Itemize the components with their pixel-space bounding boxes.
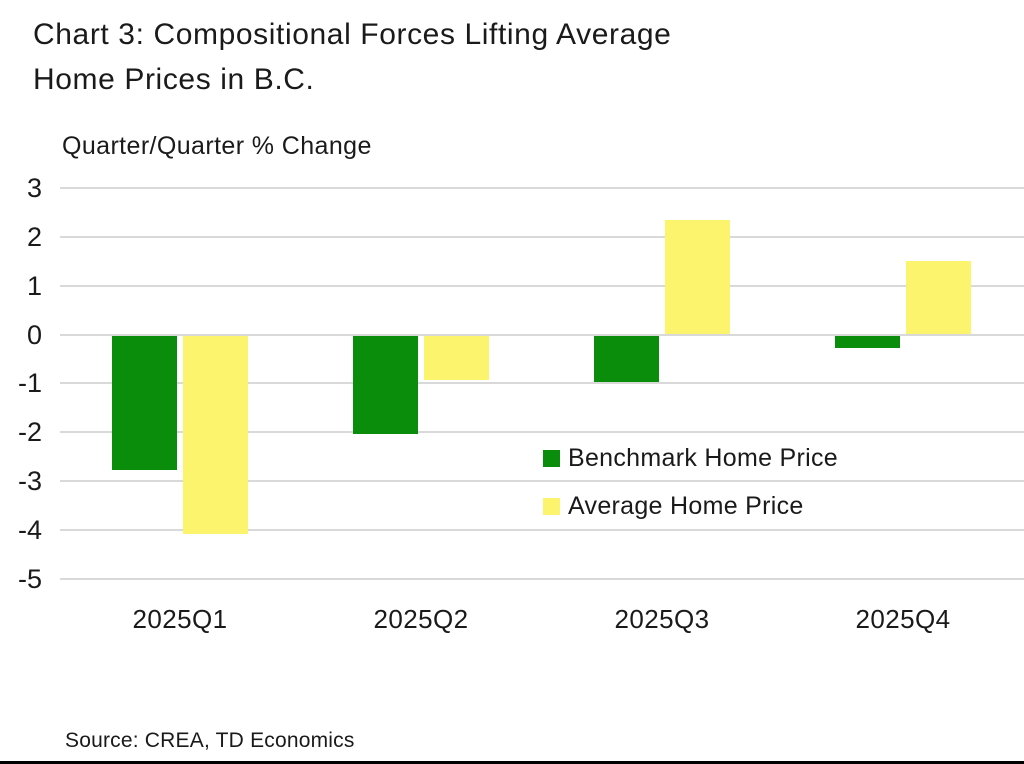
y-tick-label-2: 2 [26, 221, 42, 252]
gridline-y-3 [60, 479, 1024, 482]
source-note: Source: CREA, TD Economics [65, 729, 355, 752]
legend-label: Benchmark Home Price [568, 443, 838, 472]
y-tick-label--2: -2 [17, 417, 42, 448]
gridline-y-2 [60, 431, 1024, 434]
y-tick-label--3: -3 [17, 465, 42, 496]
x-tick-label-2025Q4: 2025Q4 [855, 604, 951, 634]
legend-label: Average Home Price [568, 491, 804, 520]
bottom-border [0, 761, 1024, 764]
bar-2025Q2-benchmark [353, 336, 418, 434]
y-axis-title: Quarter/Quarter % Change [62, 132, 372, 160]
x-tick-label-2025Q1: 2025Q1 [132, 604, 228, 634]
x-tick-label-2025Q3: 2025Q3 [614, 604, 710, 634]
gridline-y-5 [60, 577, 1024, 580]
gridline-y3 [60, 187, 1024, 190]
legend-swatch-icon [543, 449, 560, 467]
y-tick-label--5: -5 [17, 563, 42, 594]
bar-2025Q3-average [665, 219, 730, 335]
y-tick-label-0: 0 [26, 319, 42, 350]
legend-item-benchmark: Benchmark Home Price [543, 443, 838, 473]
chart-title-line1: Chart 3: Compositional Forces Lifting Av… [33, 18, 672, 51]
y-tick-label--1: -1 [17, 368, 42, 399]
bar-2025Q4-benchmark [835, 336, 900, 349]
bar-2025Q4-average [906, 261, 971, 335]
gridline-y-4 [60, 528, 1024, 531]
gridline-y1 [60, 284, 1024, 287]
chart-legend: Benchmark Home Price Average Home Price [543, 443, 838, 539]
bar-2025Q3-benchmark [594, 336, 659, 383]
y-tick-label-1: 1 [26, 270, 42, 301]
y-tick-label-3: 3 [26, 173, 42, 204]
chart-title-line2: Home Prices in B.C. [33, 63, 315, 96]
legend-swatch-icon [543, 497, 560, 515]
gridline-y0 [60, 333, 1024, 336]
chart-title: Chart 3: Compositional Forces Lifting Av… [33, 12, 671, 102]
x-tick-label-2025Q2: 2025Q2 [373, 604, 469, 634]
bar-2025Q1-average [183, 336, 248, 534]
y-tick-label--4: -4 [17, 514, 42, 545]
gridline-y2 [60, 235, 1024, 238]
bar-2025Q1-benchmark [112, 336, 177, 471]
legend-item-average: Average Home Price [543, 491, 838, 521]
bar-2025Q2-average [424, 336, 489, 380]
gridline-y-1 [60, 382, 1024, 385]
